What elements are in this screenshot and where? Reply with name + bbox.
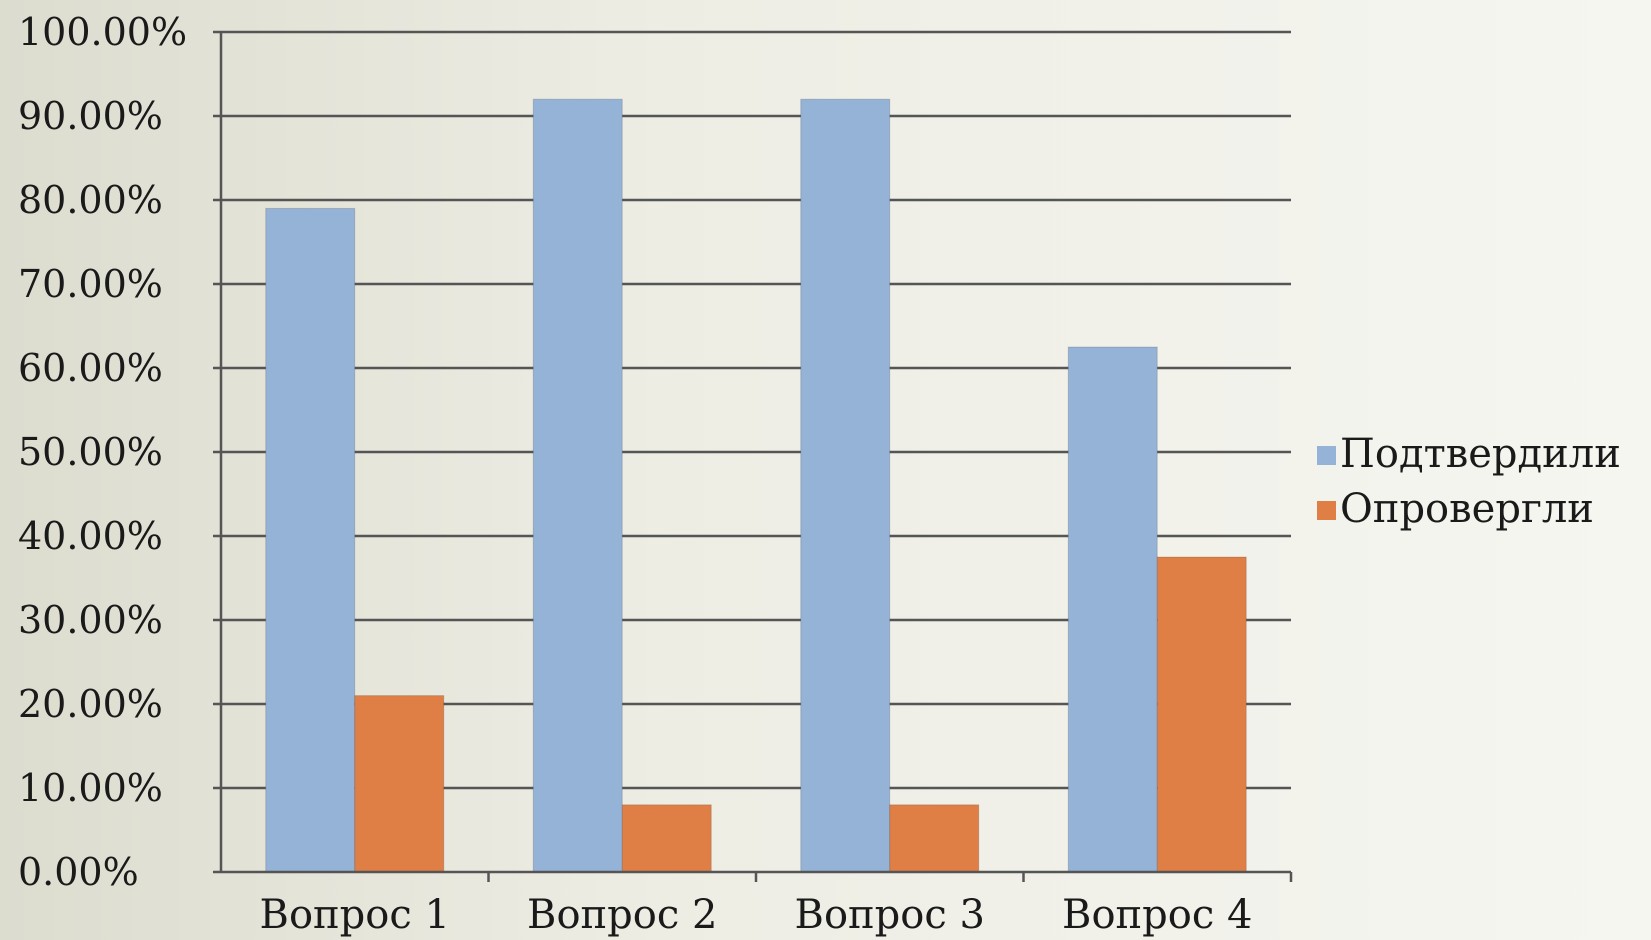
y-tick-label: 0.00% (18, 850, 139, 894)
x-category-label: Вопрос 3 (795, 892, 985, 938)
y-tick-label: 50.00% (18, 430, 163, 474)
bars (265, 98, 1247, 873)
bar-confirmed-4 (1067, 346, 1158, 873)
y-tick-label: 70.00% (18, 262, 163, 306)
bar-confirmed-1 (265, 207, 356, 873)
y-tick-label: 60.00% (18, 346, 163, 390)
legend-label-confirmed: Подтвердили (1340, 431, 1621, 477)
x-category-label: Вопрос 1 (260, 892, 450, 938)
x-category-label: Вопрос 2 (527, 892, 717, 938)
y-tick-label: 90.00% (18, 94, 163, 138)
y-tick-label: 20.00% (18, 682, 163, 726)
y-tick-label: 100.00% (18, 10, 187, 54)
y-axis-tick-labels: 0.00% 10.00% 20.00% 30.00% 40.00% 50.00% 60.00… (18, 10, 187, 894)
legend-label-refuted: Опровергли (1340, 486, 1594, 532)
y-tick-label: 80.00% (18, 178, 163, 222)
legend: Подтвердили Опровергли (1317, 431, 1621, 532)
bar-refuted-3 (889, 804, 980, 873)
bar-confirmed-3 (800, 98, 891, 873)
legend-swatch-refuted (1317, 501, 1336, 520)
x-axis-category-labels: Вопрос 1 Вопрос 2 Вопрос 3 Вопрос 4 (260, 892, 1253, 938)
y-tick-label: 30.00% (18, 598, 163, 642)
axes (213, 30, 1293, 882)
bar-confirmed-2 (532, 98, 623, 873)
bar-refuted-4 (1156, 556, 1247, 873)
legend-swatch-confirmed (1317, 446, 1336, 465)
x-category-label: Вопрос 4 (1062, 892, 1252, 938)
y-tick-label: 40.00% (18, 514, 163, 558)
bar-refuted-1 (354, 695, 445, 873)
y-tick-label: 10.00% (18, 766, 163, 810)
bar-refuted-2 (621, 804, 712, 873)
